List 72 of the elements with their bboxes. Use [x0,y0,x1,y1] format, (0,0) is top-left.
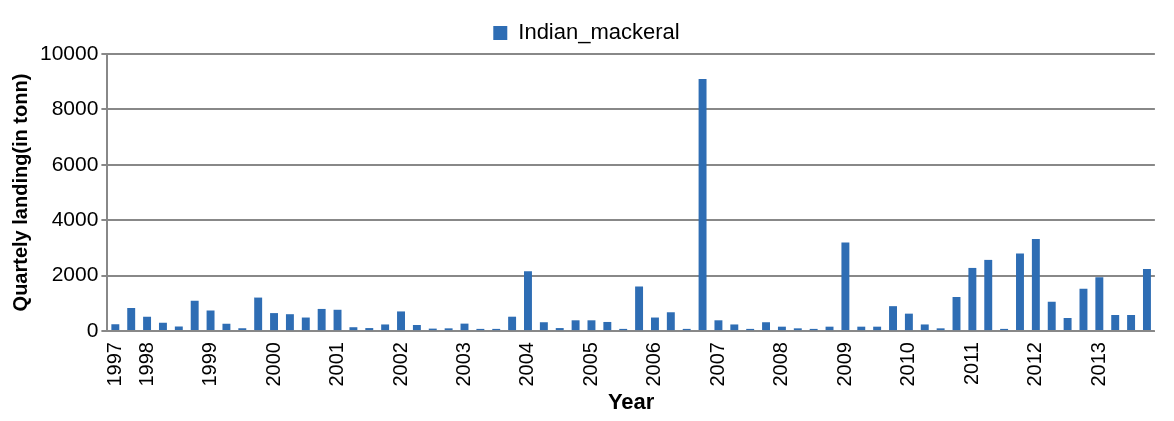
bar [841,242,850,331]
x-tick-label: 1997 [102,342,125,387]
bar [270,313,279,331]
bar [1142,269,1151,331]
bar [381,324,390,331]
y-tick-label: 0 [86,317,99,341]
bar [635,286,644,331]
x-tick-label: 2001 [325,342,348,387]
bar [984,259,993,331]
bar [174,326,183,331]
bar [143,316,152,331]
bar [524,271,532,331]
bar [127,308,136,331]
bar [650,317,659,331]
x-tick-label: 2000 [261,342,284,387]
y-tick-label: 8000 [51,96,99,120]
bar [365,328,374,331]
bar [508,316,517,331]
bar [397,311,405,331]
x-axis-title: Year [607,388,655,414]
x-tick-label: 2006 [642,342,665,387]
bar [1063,318,1072,331]
bar [1111,315,1120,331]
x-tick-label: 2009 [832,342,855,387]
y-tick-label: 6000 [51,151,99,175]
x-tick-label: 2007 [705,342,728,387]
x-tick-label: 2010 [896,342,919,387]
bar [698,78,707,331]
bar [539,322,548,331]
bar [714,320,723,331]
x-tick-label: 2003 [452,342,475,387]
x-tick-label: 2004 [515,342,538,387]
bar [412,325,421,331]
bar [904,313,913,331]
bar [889,306,897,331]
bar [1031,239,1040,331]
bar [968,267,977,331]
bar [111,324,120,331]
bar [1095,277,1104,331]
bar [587,320,596,331]
bar [317,308,326,331]
x-tick-label: 2005 [578,342,601,387]
bar [285,314,294,331]
x-tick-label: 1999 [198,342,221,387]
x-tick-label: 2002 [388,342,411,387]
bar [666,312,675,331]
bar [1016,253,1024,331]
x-tick-label: 2013 [1086,342,1109,387]
x-tick-label: 2012 [1023,342,1046,387]
bar [206,310,215,331]
x-tick-label: 1998 [134,342,157,387]
y-axis-title: Quartely landing(in tonn) [8,73,31,312]
y-tick-label: 10000 [39,40,99,64]
bar [730,324,739,331]
bar [254,297,263,331]
legend-label: Indian_mackeral [518,19,680,45]
y-tick-label: 2000 [51,262,99,286]
bar [571,320,580,331]
x-tick-label: 2008 [769,342,792,387]
y-tick-label: 4000 [51,207,99,231]
bar [603,321,612,331]
bar [349,327,358,331]
bar [190,300,199,331]
bar [301,317,310,331]
bar [555,328,564,331]
x-tick-label: 2011 [959,342,982,386]
bar [1047,301,1056,331]
bar [222,323,231,331]
bar [158,322,167,331]
bar [762,322,771,331]
bar [920,324,929,331]
bar [1127,315,1136,331]
